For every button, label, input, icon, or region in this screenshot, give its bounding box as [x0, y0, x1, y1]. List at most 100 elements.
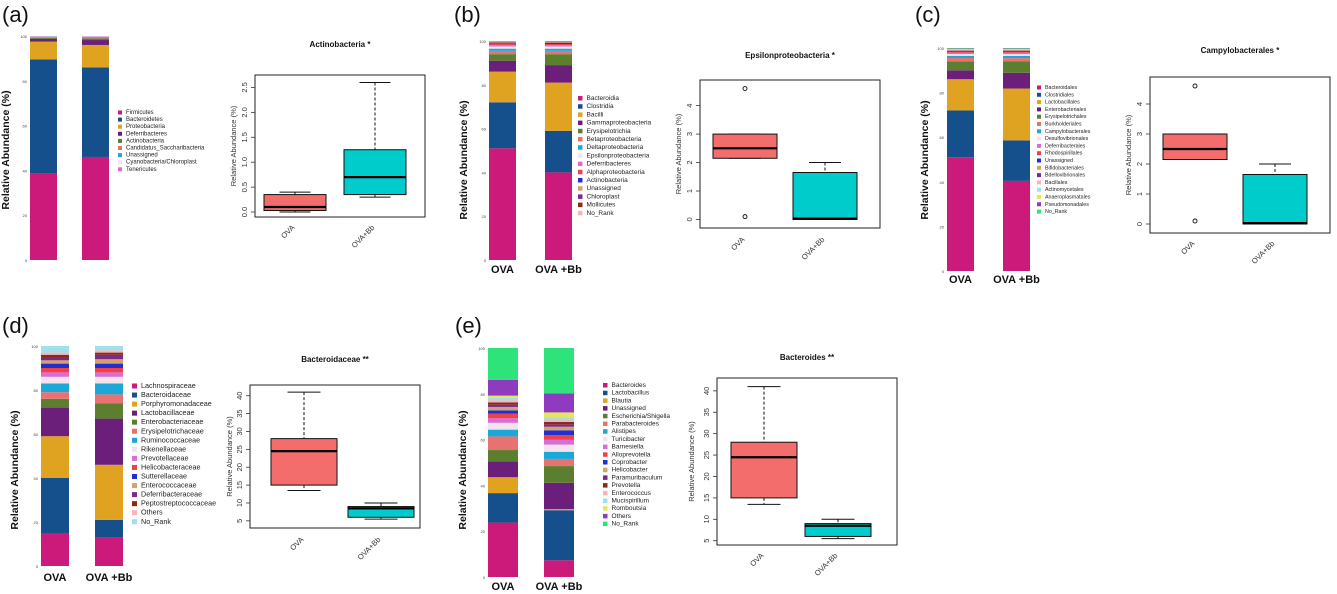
- stack-segment: [545, 45, 572, 47]
- legend-label: Paramuribaculum: [612, 474, 663, 481]
- legend-label: Sutterellaceae: [141, 472, 187, 481]
- legend-swatch: [1037, 151, 1041, 156]
- legend-label: Tenericutes: [126, 167, 157, 173]
- legend-label: Betaproteobacteria: [587, 136, 642, 143]
- stack-segment: [41, 354, 69, 357]
- legend-label: Chloroplast: [587, 193, 620, 200]
- legend-label: Clostridiales: [1045, 92, 1074, 98]
- legend-swatch: [578, 178, 583, 183]
- stack-segment: [544, 439, 574, 445]
- legend-label: Anaeroplasmatales: [1045, 195, 1091, 201]
- legend-swatch: [118, 160, 122, 165]
- legend-label: No_Rank: [587, 210, 615, 217]
- legend-label: Romboutsia: [612, 505, 647, 512]
- legend-label: Blautia: [612, 397, 632, 404]
- legend-label: Pseudomonadales: [1045, 202, 1089, 208]
- stack-ytick-label: 60: [481, 438, 486, 443]
- legend-swatch: [578, 96, 583, 101]
- legend-swatch: [578, 169, 583, 175]
- boxplot-box: [730, 441, 798, 499]
- legend-swatch: [118, 167, 122, 172]
- boxplot-outlier: [742, 214, 748, 220]
- stack-segment: [41, 376, 69, 384]
- boxplot-ytick-label: 40: [235, 392, 244, 400]
- legend-label: Unassigned: [126, 153, 158, 159]
- legend-label: Prevotellaceae: [141, 453, 189, 462]
- stack-segment: [947, 52, 974, 55]
- stack-segment: [545, 42, 572, 45]
- boxplot-ytick-label: 5: [235, 519, 244, 523]
- stack-segment: [488, 450, 518, 462]
- stack-segment: [488, 402, 518, 405]
- boxplot-ytick-label: 2: [685, 160, 694, 164]
- boxplot-ylabel: Relative Abundance (%): [225, 416, 234, 497]
- stack-segment: [82, 44, 109, 68]
- legend-swatch: [603, 475, 608, 480]
- legend-label: Barnesiella: [612, 444, 645, 451]
- stack-segment: [544, 510, 574, 561]
- stack-segment: [545, 48, 572, 51]
- boxplot-box: [343, 149, 407, 196]
- legend-label: Deferribacteres: [587, 161, 632, 168]
- boxplot-ytick-label: 35: [702, 408, 711, 416]
- boxplot-title: Campylobacterales *: [1201, 46, 1281, 55]
- legend-label: No_Rank: [1045, 209, 1067, 215]
- legend-swatch: [132, 383, 137, 389]
- legend-swatch: [1037, 195, 1041, 199]
- legend-label: Enterobacteriaceae: [141, 417, 203, 426]
- legend-swatch: [603, 398, 608, 403]
- legend-label: Lactobacillales: [1045, 100, 1080, 106]
- boxplot-ytick-label: 0: [1135, 222, 1144, 226]
- stack-segment: [41, 346, 69, 353]
- stack-segment: [947, 58, 974, 62]
- stack-segment: [489, 48, 516, 51]
- stack-ytick-label: 60: [940, 135, 945, 140]
- stack-category-label: OVA +Bb: [86, 572, 133, 584]
- boxplot-ytick-label: 10: [702, 515, 711, 523]
- stack-segment: [41, 478, 69, 533]
- stack-segment: [95, 418, 123, 465]
- legend-label: Rikenellaceae: [141, 444, 186, 453]
- legend-label: Bacteroidaceae: [141, 390, 191, 399]
- legend-label: Erysipelotrichaceae: [141, 426, 204, 435]
- stack-segment: [1003, 50, 1030, 51]
- stack-segment: [489, 45, 516, 47]
- stack-segment: [947, 61, 974, 71]
- legend-swatch: [578, 145, 583, 150]
- stack-segment: [1003, 52, 1030, 55]
- legend-swatch: [603, 506, 608, 511]
- stack-segment: [545, 46, 572, 49]
- legend-label: Prevotella: [612, 482, 641, 489]
- legend-label: Unassigned: [1045, 158, 1073, 164]
- stack-ytick-label: 80: [940, 91, 945, 96]
- legend-label: Alphaproteobacteria: [587, 169, 646, 176]
- legend-label: Bifidobacteriales: [1045, 165, 1084, 171]
- legend-swatch: [132, 419, 137, 425]
- stack-segment: [488, 379, 518, 396]
- boxplot-box: [270, 438, 338, 486]
- legend-swatch: [603, 513, 608, 519]
- panel-c: (c)Relative Abundance (%)020406080100OVA…: [915, 2, 1331, 286]
- stack-segment: [30, 173, 57, 260]
- stack-segment: [41, 357, 69, 361]
- legend-swatch: [1037, 202, 1041, 207]
- stack-segment: [545, 172, 572, 260]
- legend-label: Firmicutes: [126, 110, 154, 116]
- stack-segment: [30, 59, 57, 174]
- stack-segment: [947, 54, 974, 56]
- boxplot-group-label: OVA+Bb: [800, 235, 827, 262]
- legend-swatch: [603, 421, 608, 426]
- stack-segment: [544, 424, 574, 427]
- boxplot-title: Actinobacteria *: [310, 40, 372, 49]
- legend-label: Burkholderiales: [1045, 122, 1082, 128]
- legend-swatch: [132, 510, 137, 516]
- stack-ytick-label: 100: [478, 346, 485, 351]
- legend-swatch: [1037, 180, 1041, 185]
- legend-label: Turicibacter: [612, 436, 647, 443]
- boxplot-ylabel: Relative Abundance (%): [1124, 114, 1133, 195]
- stack-segment: [544, 466, 574, 483]
- stack-category-label: OVA +Bb: [993, 274, 1040, 286]
- legend-swatch: [603, 460, 608, 465]
- stack-segment: [947, 51, 974, 53]
